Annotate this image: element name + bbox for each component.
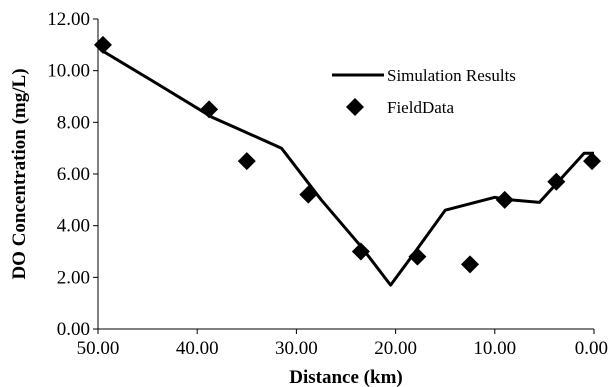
- x-axis-ticks: 50.00 40.00 30.00 20.00 10.00 0.00: [77, 329, 608, 359]
- y-tick-label: 10.00: [47, 61, 90, 82]
- legend: Simulation Results FieldData: [332, 66, 516, 117]
- field-data-point: [299, 185, 318, 204]
- y-axis-ticks: 0.00 2.00 4.00 6.00 8.00 10.00 12.00: [47, 9, 98, 340]
- y-tick-label: 2.00: [57, 267, 90, 288]
- x-tick-label: 0.00: [575, 338, 608, 359]
- legend-diamond-swatch: [346, 98, 364, 116]
- series: [93, 35, 602, 287]
- x-axis-title: Distance (km): [289, 367, 402, 387]
- y-tick-label: 4.00: [57, 216, 90, 237]
- legend-label-simulation: Simulation Results: [387, 66, 516, 85]
- x-tick-label: 30.00: [275, 338, 318, 359]
- y-axis-title: DO Concentration (mg/L): [9, 68, 30, 279]
- x-tick-label: 20.00: [374, 338, 417, 359]
- y-tick-label: 6.00: [57, 164, 90, 185]
- y-tick-label: 8.00: [57, 112, 90, 133]
- field-data-point: [408, 247, 427, 266]
- field-data-point: [200, 100, 219, 119]
- legend-label-field-data: FieldData: [387, 98, 454, 117]
- y-tick-label: 12.00: [47, 9, 90, 30]
- x-tick-label: 10.00: [473, 338, 516, 359]
- field-data-point: [495, 190, 514, 209]
- x-tick-label: 40.00: [176, 338, 219, 359]
- field-data-point: [461, 255, 479, 274]
- field-data-point: [351, 242, 370, 261]
- y-tick-label: 0.00: [57, 319, 90, 340]
- axes: [97, 19, 594, 330]
- field-data-point: [93, 35, 112, 54]
- x-tick-label: 50.00: [77, 338, 120, 359]
- simulation-results-line: [100, 48, 594, 287]
- field-data-point: [547, 172, 566, 191]
- field-data-point: [583, 152, 602, 171]
- field-data-point: [237, 152, 256, 171]
